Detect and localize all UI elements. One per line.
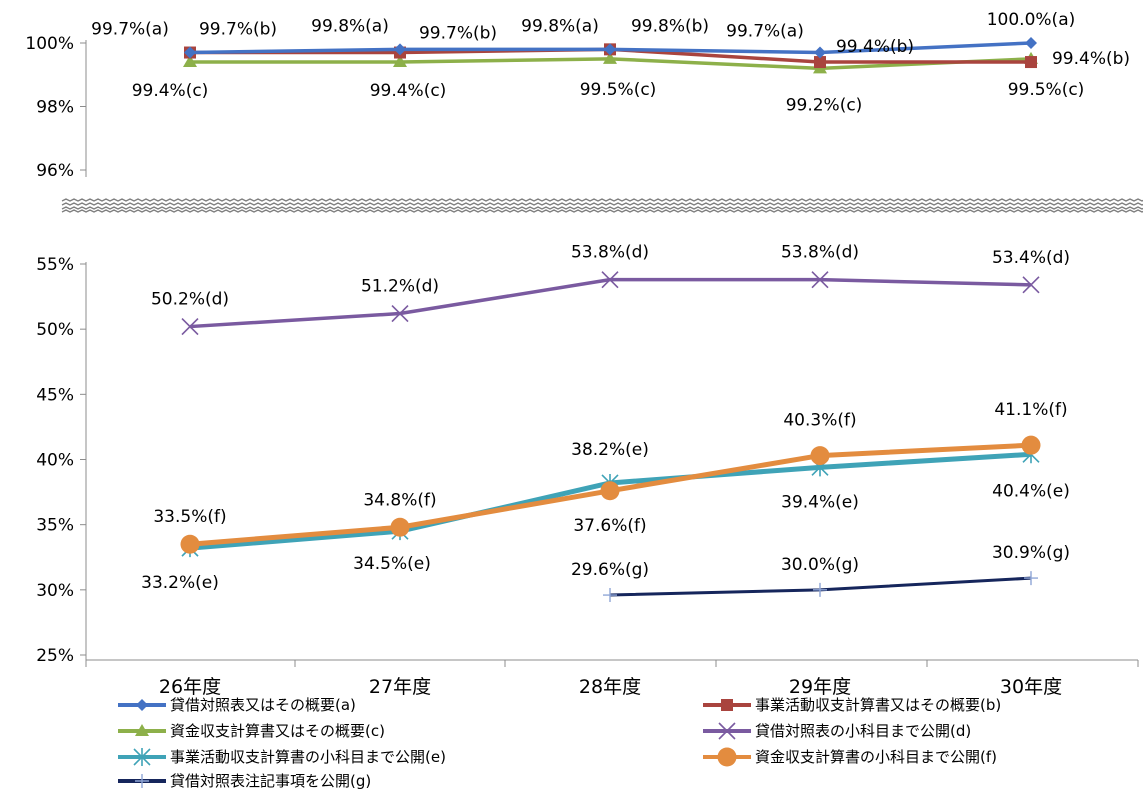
data-point-g [1024,571,1038,585]
data-point-g [603,588,617,602]
series-e [182,445,1039,557]
data-label-c: 99.5%(c) [1008,80,1085,100]
legend-item-b: 事業活動収支計算書又はその概要(b) [703,696,1001,714]
legend: 貸借対照表又はその概要(a) 事業活動収支計算書又はその概要(b) 資金収支計算書又… [118,696,1001,790]
data-label-e: 38.2%(e) [571,440,649,460]
legend-label-b: 事業活動収支計算書又はその概要(b) [755,696,1001,714]
data-label-g: 29.6%(g) [571,560,649,580]
x-tick-label: 26年度 [159,676,221,698]
series-g [603,571,1038,602]
y-tick-label: 98% [36,98,74,118]
legend-item-f: 資金収支計算書の小科目まで公開(f) [703,748,997,767]
legend-item-e: 事業活動収支計算書の小科目まで公開(e) [118,748,446,766]
data-point-f [811,446,830,465]
data-label-d: 53.8%(d) [781,243,859,263]
legend-label-d: 貸借対照表の小科目まで公開(d) [755,722,971,740]
y-tick-label: 45% [36,385,74,405]
legend-marker-b [721,699,733,711]
legend-marker-f [718,748,737,767]
data-point-f [1022,436,1041,455]
y-tick-label: 40% [36,451,74,471]
data-label-b: 99.7%(b) [199,20,277,40]
legend-label-a: 貸借対照表又はその概要(a) [170,696,356,714]
legend-item-d: 貸借対照表の小科目まで公開(d) [703,722,971,740]
data-label-d: 50.2%(d) [151,290,229,310]
data-label-f: 37.6%(f) [573,516,646,536]
y-tick-label: 96% [36,161,74,181]
data-label-e: 33.2%(e) [141,573,219,593]
data-label-e: 34.5%(e) [353,554,431,574]
data-label-a: 99.7%(a) [726,22,804,42]
data-label-a: 99.8%(a) [311,16,389,36]
series-d [182,272,1039,335]
x-tick-label: 30年度 [1000,676,1062,698]
x-tick-label: 28年度 [579,676,641,698]
data-point-g [813,583,827,597]
data-label-g: 30.0%(g) [781,555,859,575]
data-label-d: 53.8%(d) [571,243,649,263]
data-point-f [391,518,410,537]
data-label-d: 51.2%(d) [361,277,439,297]
y-tick-label: 100% [25,34,74,54]
legend-marker-g [135,774,149,788]
data-point-f [181,535,200,554]
data-label-e: 40.4%(e) [992,481,1070,501]
data-label-a: 99.8%(a) [521,16,599,36]
x-tick-label: 27年度 [369,676,431,698]
data-label-c: 99.4%(c) [370,81,447,101]
data-label-b: 99.4%(b) [836,37,914,57]
data-point-a [1025,37,1037,49]
y-tick-label: 50% [36,320,74,340]
legend-item-c: 資金収支計算書又はその概要(c) [118,722,385,740]
data-label-e: 39.4%(e) [781,492,859,512]
data-label-f: 40.3%(f) [783,411,856,431]
data-label-b: 99.8%(b) [631,16,709,36]
legend-label-c: 資金収支計算書又はその概要(c) [170,722,385,740]
legend-item-g: 貸借対照表注記事項を公開(g) [118,772,371,790]
data-label-b: 99.4%(b) [1052,49,1130,69]
data-point-b [1025,56,1037,68]
data-label-b: 99.7%(b) [419,24,497,44]
data-label-d: 53.4%(d) [992,248,1070,268]
legend-label-f: 資金収支計算書の小科目まで公開(f) [755,748,997,766]
y-tick-label: 25% [36,646,74,666]
legend-marker-a [136,699,148,711]
data-label-f: 34.8%(f) [363,490,436,510]
data-label-a: 100.0%(a) [987,10,1076,30]
data-label-a: 99.7%(a) [91,20,169,40]
series-line-d [190,280,1031,327]
legend-item-a: 貸借対照表又はその概要(a) [118,696,356,714]
legend-label-g: 貸借対照表注記事項を公開(g) [170,772,371,790]
data-label-f: 41.1%(f) [994,400,1067,420]
data-label-c: 99.2%(c) [786,95,863,115]
legend-label-e: 事業活動収支計算書の小科目まで公開(e) [170,748,446,766]
y-tick-label: 30% [36,581,74,601]
data-label-c: 99.4%(c) [132,81,209,101]
data-label-g: 30.9%(g) [992,543,1070,563]
y-tick-label: 35% [36,516,74,536]
y-tick-label: 55% [36,255,74,275]
x-tick-label: 29年度 [789,676,851,698]
data-label-f: 33.5%(f) [153,507,226,527]
data-label-c: 99.5%(c) [580,80,657,100]
data-point-f [601,481,620,500]
